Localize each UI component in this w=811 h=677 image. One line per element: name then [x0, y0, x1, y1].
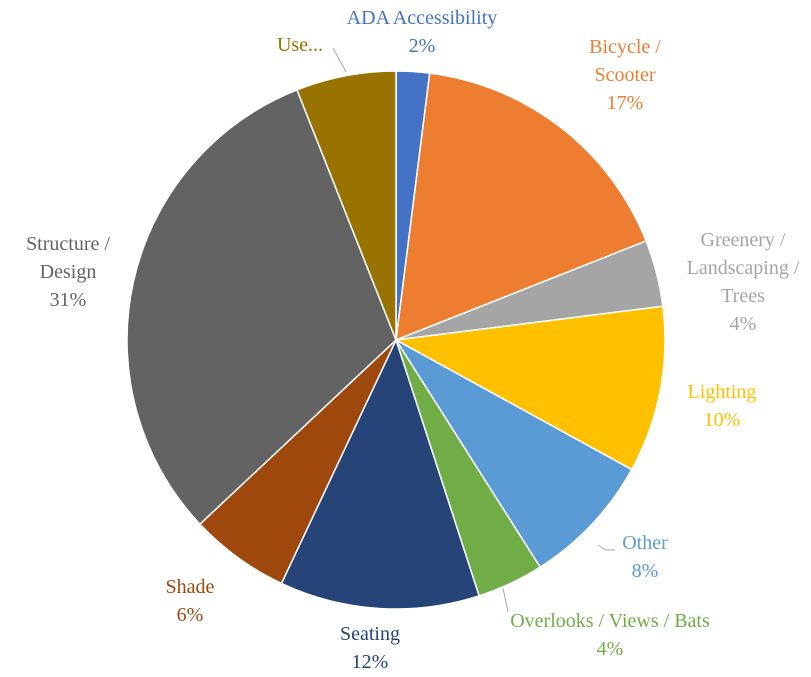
value-label: 12%: [351, 651, 389, 673]
value-label: 2%: [408, 35, 436, 57]
leader-line: [332, 47, 347, 73]
leader-line: [597, 544, 615, 551]
pie-slice: [393, 305, 666, 471]
category-label: Shade: [165, 576, 215, 598]
category-label: Structure / Design: [26, 233, 110, 283]
pie-slice: [395, 72, 648, 342]
slice-label: Seating 12%: [310, 620, 430, 676]
category-label: Lighting: [687, 381, 757, 403]
slice-label: Lighting 10%: [662, 378, 782, 434]
category-label: Other: [622, 532, 668, 554]
value-label: 8%: [631, 560, 659, 582]
slice-label: Greenery / Landscaping / Trees 4%: [681, 226, 806, 338]
slice-label: Shade 6%: [140, 573, 240, 629]
pie-slice: [395, 339, 633, 569]
pie-slice: [126, 88, 397, 526]
category-label: Seating: [340, 623, 400, 645]
slice-label: Bicycle / Scooter 17%: [575, 33, 675, 117]
slice-label: Overlooks / Views / Bats 4%: [460, 607, 760, 663]
category-label: Greenery / Landscaping / Trees: [686, 229, 800, 307]
value-label: 17%: [606, 92, 644, 114]
value-label: 4%: [729, 313, 757, 335]
category-label: ADA Accessibility: [346, 7, 498, 29]
pie-slice: [280, 337, 481, 610]
slice-label: Other 8%: [605, 529, 685, 585]
slice-label: Use...: [260, 31, 340, 59]
category-label: Overlooks / Views / Bats: [510, 610, 710, 632]
slice-label: ADA Accessibility 2%: [312, 4, 532, 60]
value-label: 10%: [703, 409, 741, 431]
value-label: 6%: [176, 604, 204, 626]
pie-slice: [296, 70, 397, 341]
value-label: 31%: [49, 289, 87, 311]
slice-label: Structure / Design 31%: [8, 230, 128, 314]
value-label: 4%: [596, 638, 624, 660]
category-label: Use...: [276, 34, 324, 56]
category-label: Bicycle / Scooter: [589, 36, 661, 86]
leader-line: [502, 587, 509, 613]
